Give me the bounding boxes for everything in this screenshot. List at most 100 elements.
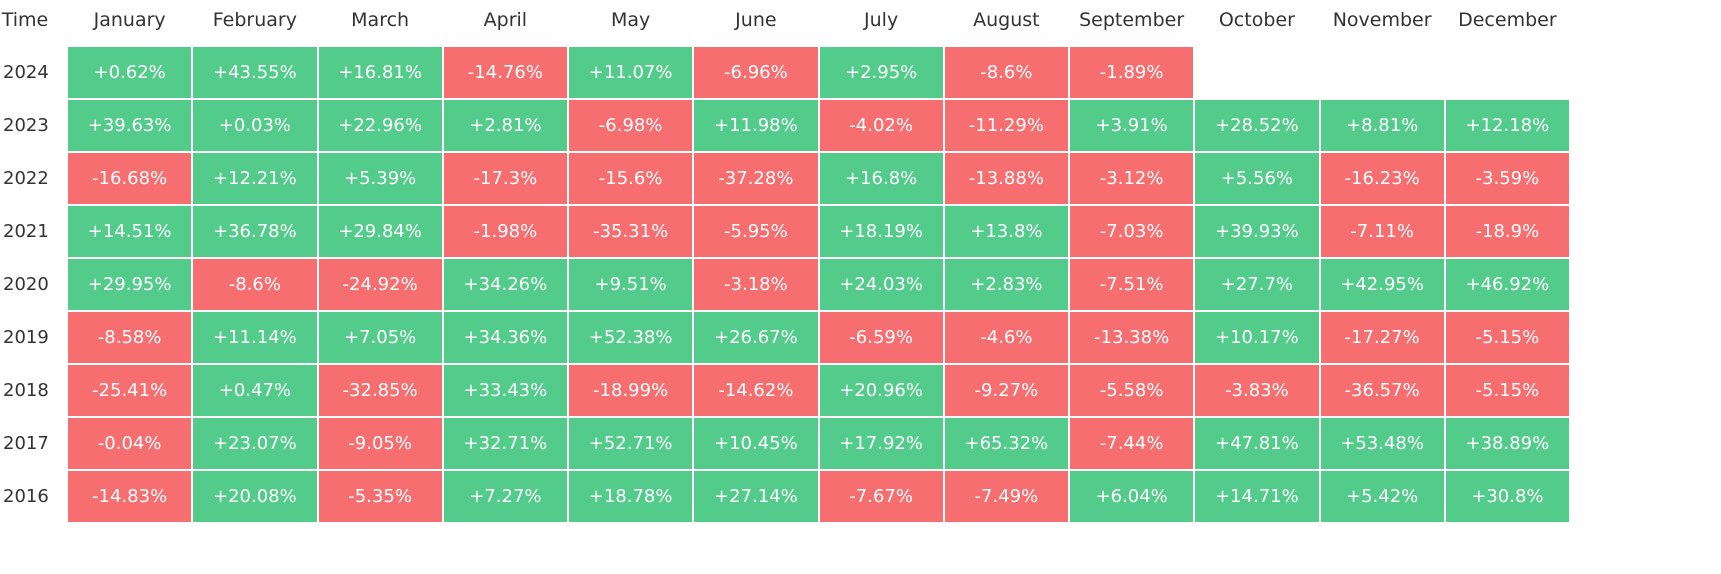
row-year: 2018 — [3, 380, 49, 401]
return-cell: -8.6% — [944, 47, 1068, 98]
return-cell: +2.81% — [443, 100, 567, 151]
return-cell: -5.58% — [1070, 365, 1194, 416]
return-cell: -5.35% — [318, 471, 442, 522]
row-year: 2022 — [3, 168, 49, 189]
return-cell: +27.14% — [694, 471, 818, 522]
return-cell: +22.96% — [318, 100, 442, 151]
return-cell: +20.96% — [819, 365, 943, 416]
return-cell: +0.62% — [68, 47, 192, 98]
return-cell: +7.27% — [443, 471, 567, 522]
return-cell: -3.12% — [1070, 153, 1194, 204]
header-cell: February — [212, 9, 297, 31]
return-cell: +17.92% — [819, 418, 943, 469]
return-cell: -3.59% — [1445, 153, 1569, 204]
return-cell: +42.95% — [1320, 259, 1444, 310]
header-cell: March — [351, 9, 410, 31]
return-cell: +29.84% — [318, 206, 442, 257]
return-cell: +11.98% — [694, 100, 818, 151]
return-cell: -14.62% — [694, 365, 818, 416]
return-cell: +26.67% — [694, 312, 818, 363]
return-cell: -18.99% — [569, 365, 693, 416]
return-cell: +36.78% — [193, 206, 317, 257]
return-cell: +53.48% — [1320, 418, 1444, 469]
return-cell: +13.8% — [944, 206, 1068, 257]
return-cell: +9.51% — [569, 259, 693, 310]
header-cell: September — [1079, 9, 1185, 31]
return-cell: +30.8% — [1445, 471, 1569, 522]
return-cell: -5.15% — [1445, 312, 1569, 363]
return-cell: +34.36% — [443, 312, 567, 363]
return-cell: +2.95% — [819, 47, 943, 98]
header-cell: Time — [1, 9, 49, 31]
return-cell: +32.71% — [443, 418, 567, 469]
return-cell: +12.21% — [193, 153, 317, 204]
return-cell: -36.57% — [1320, 365, 1444, 416]
return-cell: +29.95% — [68, 259, 192, 310]
return-cell: +33.43% — [443, 365, 567, 416]
row-year: 2019 — [3, 327, 49, 348]
return-cell: -5.15% — [1445, 365, 1569, 416]
return-cell: +39.63% — [68, 100, 192, 151]
header-cell: November — [1332, 9, 1432, 31]
return-cell: -9.27% — [944, 365, 1068, 416]
return-cell: -7.03% — [1070, 206, 1194, 257]
return-cell: -11.29% — [944, 100, 1068, 151]
return-cell: -25.41% — [68, 365, 192, 416]
return-cell: +16.81% — [318, 47, 442, 98]
return-cell: +18.78% — [569, 471, 693, 522]
return-cell: -1.89% — [1070, 47, 1194, 98]
return-cell: +46.92% — [1445, 259, 1569, 310]
return-cell: +34.26% — [443, 259, 567, 310]
row-year: 2021 — [3, 221, 49, 242]
return-cell: +27.7% — [1195, 259, 1319, 310]
return-cell: +5.56% — [1195, 153, 1319, 204]
return-cell: +24.03% — [819, 259, 943, 310]
return-cell: -24.92% — [318, 259, 442, 310]
return-cell: +18.19% — [819, 206, 943, 257]
return-cell: -6.98% — [569, 100, 693, 151]
return-cell: -35.31% — [569, 206, 693, 257]
return-cell: +0.03% — [193, 100, 317, 151]
return-cell: +65.32% — [944, 418, 1068, 469]
return-cell: +28.52% — [1195, 100, 1319, 151]
header-cell: May — [610, 9, 651, 31]
return-cell: -1.98% — [443, 206, 567, 257]
return-cell: -5.95% — [694, 206, 818, 257]
return-cell: -8.6% — [193, 259, 317, 310]
row-year: 2020 — [3, 274, 49, 295]
return-cell: +8.81% — [1320, 100, 1444, 151]
return-cell: +23.07% — [193, 418, 317, 469]
row-year: 2016 — [3, 486, 49, 507]
return-cell: +12.18% — [1445, 100, 1569, 151]
row-year: 2017 — [3, 433, 49, 454]
return-cell: -7.49% — [944, 471, 1068, 522]
header-cell: July — [864, 9, 899, 31]
return-cell: -3.18% — [694, 259, 818, 310]
return-cell: -13.38% — [1070, 312, 1194, 363]
return-cell: -6.96% — [694, 47, 818, 98]
return-cell: +43.55% — [193, 47, 317, 98]
row-year: 2024 — [3, 62, 49, 83]
return-cell: -17.27% — [1320, 312, 1444, 363]
return-cell: +16.8% — [819, 153, 943, 204]
return-cell: -13.88% — [944, 153, 1068, 204]
return-cell: +3.91% — [1070, 100, 1194, 151]
header-cell: August — [973, 9, 1040, 31]
return-cell: -32.85% — [318, 365, 442, 416]
return-cell: +14.71% — [1195, 471, 1319, 522]
return-cell: -4.6% — [944, 312, 1068, 363]
return-cell: +5.42% — [1320, 471, 1444, 522]
return-cell: +11.14% — [193, 312, 317, 363]
row-year: 2023 — [3, 115, 49, 136]
return-cell: -15.6% — [569, 153, 693, 204]
return-cell: -16.68% — [68, 153, 192, 204]
return-cell: -7.67% — [819, 471, 943, 522]
return-cell: -0.04% — [68, 418, 192, 469]
return-cell: -16.23% — [1320, 153, 1444, 204]
return-cell: -7.11% — [1320, 206, 1444, 257]
return-cell: +39.93% — [1195, 206, 1319, 257]
return-cell: -7.51% — [1070, 259, 1194, 310]
header-cell: June — [735, 9, 777, 31]
return-cell: -14.83% — [68, 471, 192, 522]
